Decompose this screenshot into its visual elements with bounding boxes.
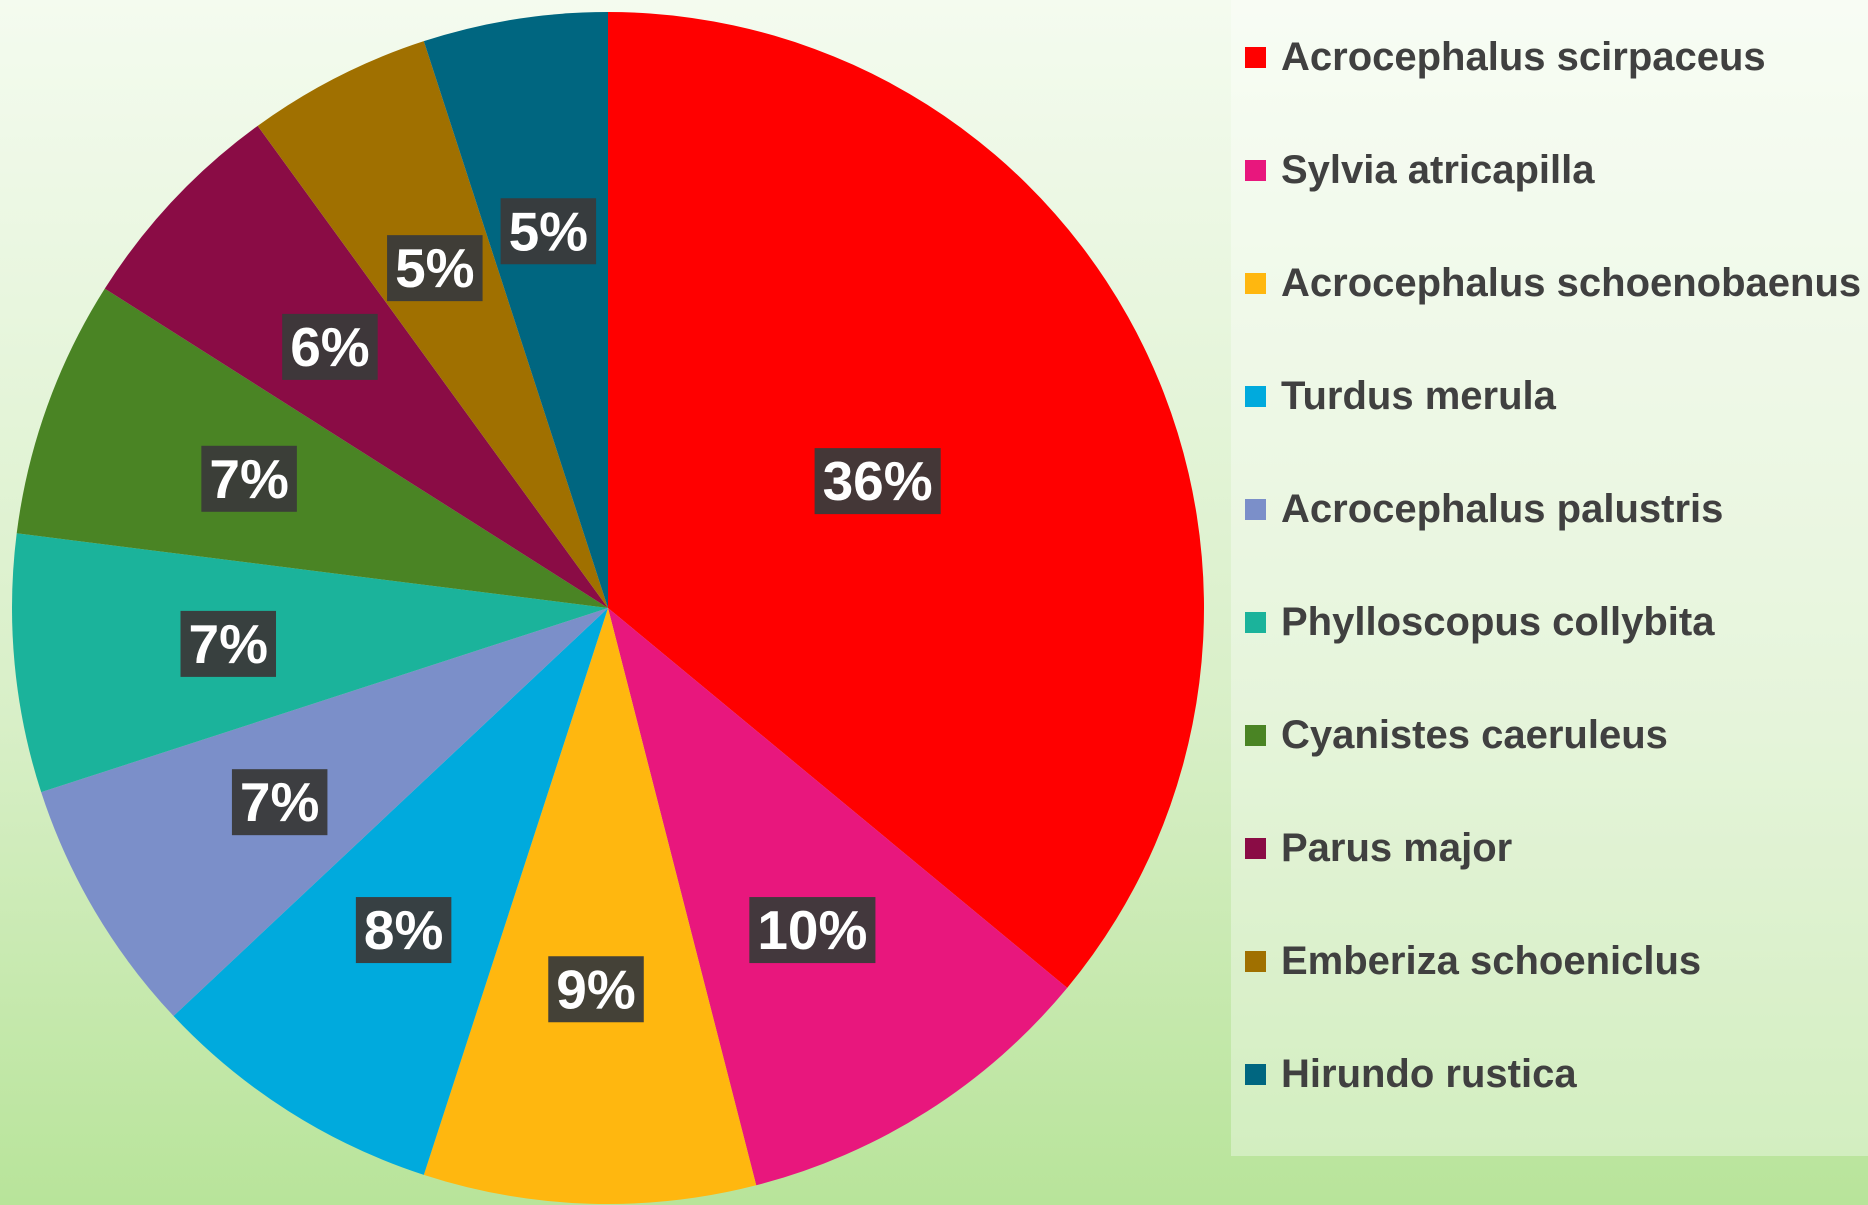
data-label-box bbox=[387, 235, 483, 302]
legend-item: Acrocephalus schoenobaenus bbox=[1245, 256, 1866, 369]
legend-label: Phylloscopus collybita bbox=[1281, 600, 1715, 644]
data-label-box bbox=[749, 897, 876, 964]
legend-swatch bbox=[1245, 725, 1266, 746]
legend-label: Cyanistes caeruleus bbox=[1281, 713, 1668, 757]
legend-label: Parus major bbox=[1281, 826, 1513, 870]
legend-item: Acrocephalus palustris bbox=[1245, 482, 1866, 595]
data-label-box bbox=[180, 610, 277, 677]
data-label-box bbox=[201, 445, 297, 512]
legend-item: Parus major bbox=[1245, 821, 1866, 934]
data-label-text: 5% bbox=[509, 200, 589, 262]
data-label-box bbox=[231, 769, 328, 836]
data-label: 7% bbox=[231, 769, 328, 836]
legend-swatch bbox=[1245, 838, 1266, 859]
data-label: 8% bbox=[355, 897, 452, 964]
pie-slice bbox=[608, 608, 1068, 1186]
data-label-text: 36% bbox=[823, 450, 933, 512]
data-label-box bbox=[814, 448, 941, 515]
legend-swatch bbox=[1245, 273, 1266, 294]
legend-item: Emberiza schoeniclus bbox=[1245, 934, 1866, 1047]
legend-swatch bbox=[1245, 160, 1266, 181]
data-label: 6% bbox=[282, 313, 378, 380]
data-label-text: 10% bbox=[757, 899, 867, 961]
data-label-text: 7% bbox=[240, 771, 320, 833]
data-label: 7% bbox=[201, 445, 297, 512]
legend-label: Sylvia atricapilla bbox=[1281, 148, 1595, 192]
data-label: 5% bbox=[387, 235, 483, 302]
data-label-box bbox=[355, 897, 452, 964]
legend-label: Acrocephalus scirpaceus bbox=[1281, 35, 1766, 79]
data-label-text: 7% bbox=[209, 448, 289, 510]
data-label-text: 6% bbox=[290, 316, 370, 378]
data-label-box bbox=[548, 956, 644, 1023]
data-label: 10% bbox=[749, 897, 876, 964]
pie-slice bbox=[257, 41, 608, 609]
legend-swatch bbox=[1245, 1064, 1266, 1085]
data-label-text: 5% bbox=[395, 237, 475, 299]
data-label: 5% bbox=[500, 198, 597, 265]
pie-slice bbox=[423, 12, 608, 608]
data-label: 36% bbox=[814, 448, 941, 515]
data-label-text: 9% bbox=[556, 958, 636, 1020]
legend-item: Acrocephalus scirpaceus bbox=[1245, 30, 1866, 143]
legend-swatch bbox=[1245, 386, 1266, 407]
legend-label: Turdus merula bbox=[1281, 374, 1556, 418]
legend-swatch bbox=[1245, 951, 1266, 972]
pie-slice bbox=[16, 288, 608, 608]
pie-slice bbox=[11, 533, 608, 793]
legend-label: Hirundo rustica bbox=[1281, 1052, 1577, 1096]
legend-swatch bbox=[1245, 499, 1266, 520]
data-label: 9% bbox=[548, 956, 644, 1023]
data-label-text: 7% bbox=[189, 613, 269, 675]
legend-item: Sylvia atricapilla bbox=[1245, 143, 1866, 256]
legend-swatch bbox=[1245, 47, 1266, 68]
pie-slice bbox=[423, 608, 757, 1204]
legend-item: Phylloscopus collybita bbox=[1245, 595, 1866, 708]
data-label: 7% bbox=[180, 610, 277, 677]
legend-item: Cyanistes caeruleus bbox=[1245, 708, 1866, 821]
data-label-box bbox=[282, 313, 378, 380]
legend-item: Hirundo rustica bbox=[1245, 1047, 1866, 1160]
legend: Acrocephalus scirpaceus Sylvia atricapill… bbox=[1231, 0, 1868, 1156]
legend-label: Acrocephalus schoenobaenus bbox=[1281, 261, 1862, 305]
legend-label: Acrocephalus palustris bbox=[1281, 487, 1724, 531]
legend-item: Turdus merula bbox=[1245, 369, 1866, 482]
data-label-text: 8% bbox=[364, 899, 444, 961]
legend-swatch bbox=[1245, 612, 1266, 633]
legend-label: Emberiza schoeniclus bbox=[1281, 939, 1702, 983]
pie-slice bbox=[173, 608, 608, 1175]
data-label-box bbox=[500, 198, 597, 265]
